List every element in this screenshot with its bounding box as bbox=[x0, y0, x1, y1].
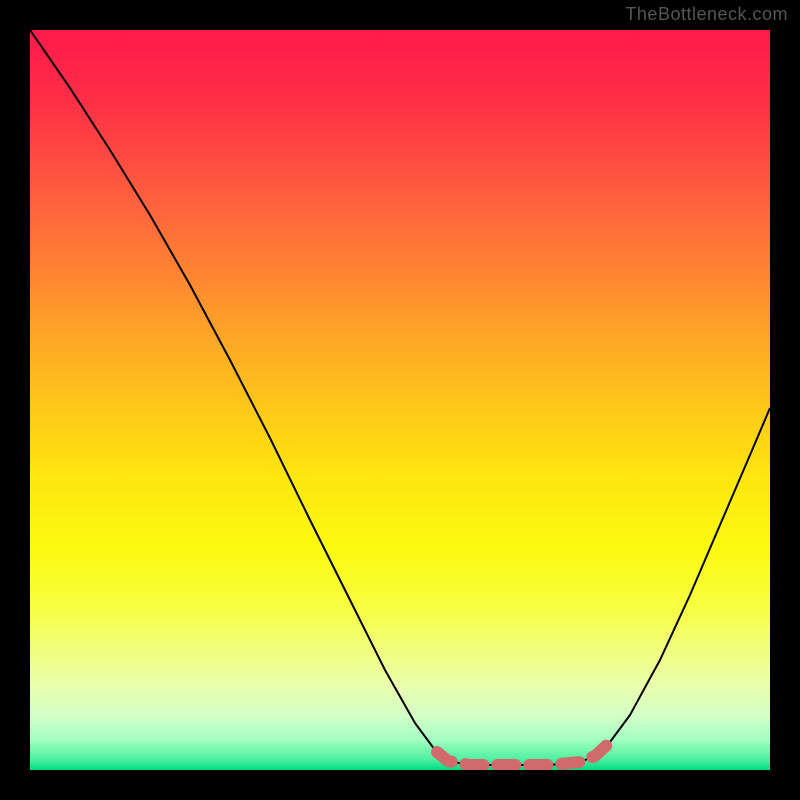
watermark-text: TheBottleneck.com bbox=[625, 4, 788, 25]
plot-area bbox=[30, 30, 770, 770]
highlight-segment bbox=[30, 30, 770, 770]
